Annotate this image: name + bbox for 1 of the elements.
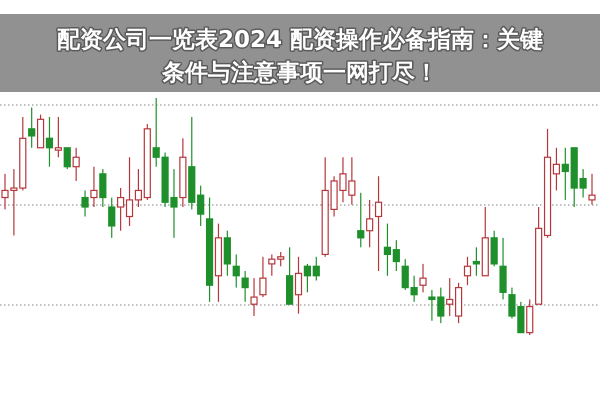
chart-title: 配资公司一览表2024 配资操作必备指南：关键条件与注意事项一网打尽！ xyxy=(56,27,544,86)
